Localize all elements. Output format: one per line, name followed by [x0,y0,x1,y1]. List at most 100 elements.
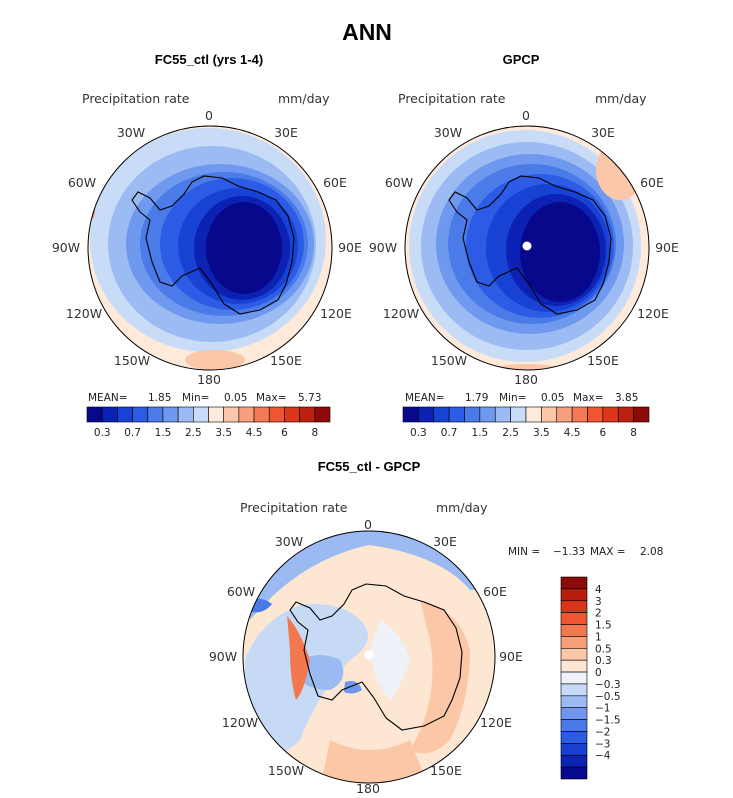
colorbar-swatch [101,406,118,423]
lon-label-180: 180 [356,781,380,796]
colorbar-tick-label: −3 [595,738,610,750]
colorbar-swatch [494,406,511,423]
colorbar-swatch [162,406,179,423]
max-value: 2.08 [640,546,663,558]
colorbar-tick-label: 0.5 [595,643,612,655]
colorbar-swatch [177,406,194,423]
lon-label-90w: 90W [52,240,80,255]
colorbar-swatch [268,406,285,423]
max-label: Max= [256,392,287,404]
colorbar-swatch [541,406,558,423]
min-label: Min= [182,392,209,404]
units-label: mm/day [595,91,647,106]
map-stats: MEAN= 1.79 Min= 0.05 Max= 3.85 [405,392,638,404]
colorbar-swatch [560,588,588,602]
panel-title: FC55_ctl (yrs 1-4) [155,52,263,67]
variable-label: Precipitation rate [82,91,190,106]
colorbar-tick-label: 8 [630,427,637,439]
polar-map [242,530,496,784]
map-frame [242,530,496,784]
lon-label-120w: 120W [66,306,102,321]
colorbar-tick-label: −0.5 [595,691,621,703]
diff-stats: MIN = −1.33 MAX = 2.08 [508,546,663,558]
colorbar-swatch [525,406,542,423]
antarctica-coastline [289,583,463,731]
colorbar-swatch [560,707,588,720]
antarctica-coastline [131,175,295,315]
lon-label-180: 180 [514,372,538,387]
colorbar-tick-label: 0.3 [94,427,111,439]
longitude-labels: 0 30E 60E 90E 120E 150E 180 150W 120W 90… [369,108,679,387]
colorbar-swatch [560,731,588,744]
lon-label-120w: 120W [383,306,419,321]
colorbar-swatch [284,406,300,423]
lon-label-90e: 90E [338,240,362,255]
mean-value: 1.85 [148,392,171,404]
variable-label: Precipitation rate [240,500,348,515]
max-label: Max= [573,392,604,404]
colorbar-swatch [560,600,588,613]
colorbar-tick-label: −0.3 [595,679,621,691]
colorbar-swatch [314,406,331,423]
min-value: 0.05 [541,392,564,404]
pole-marker [522,241,532,251]
lon-label-60w: 60W [385,175,413,190]
colorbar-swatch [571,406,588,423]
panel-obs: GPCP Precipitation rate mm/day [369,52,679,439]
map-frame [87,125,333,371]
colorbar-tick-label: 2.5 [502,427,519,439]
figure-title: ANN [342,19,392,45]
lon-label-30w: 30W [117,125,145,140]
colorbar-tick-label: 2.5 [185,427,202,439]
lon-label-60w: 60W [227,584,255,599]
panel-model: FC55_ctl (yrs 1-4) Precipitation rate mm… [52,52,362,439]
longitude-labels: 0 30E 60E 90E 120E 150E 180 150W 120W 90… [209,517,523,796]
map-stats: MEAN= 1.85 Min= 0.05 Max= 5.73 [88,392,321,404]
lon-label-150w: 150W [268,763,304,778]
colorbar-tick-label: −2 [595,726,610,738]
lon-label-150e: 150E [587,353,619,368]
colorbar-tick-label: 1.5 [472,427,489,439]
colorbar-tick-label: 4.5 [246,427,263,439]
colorbar-swatch [117,406,133,423]
colorbar-swatch [448,406,465,423]
colorbar-swatch [132,406,149,423]
min-label: Min= [499,392,526,404]
colorbar-swatch [560,576,588,590]
polar-map [404,125,650,371]
colorbar-tick-label: 4 [595,584,602,596]
colorbar-swatch [418,406,435,423]
colorbar-swatch [253,406,270,423]
lon-label-30e: 30E [274,125,298,140]
lon-label-90w: 90W [209,649,237,664]
colorbar-tick-label: −1.5 [595,715,621,727]
min-label: MIN = [508,546,540,558]
colorbar-swatch [560,636,588,649]
colorbar-swatch [86,406,103,423]
colorbar-tick-label: 4.5 [564,427,581,439]
variable-label: Precipitation rate [398,91,506,106]
lon-label-180: 180 [197,372,221,387]
colorbar-swatch [556,406,573,423]
lon-label-150e: 150E [430,763,462,778]
lon-label-120e: 120E [637,306,669,321]
colorbar-tick-label: 1 [595,631,602,643]
colorbar-swatch [560,612,588,625]
lon-label-150w: 150W [431,353,467,368]
lon-label-60e: 60E [323,175,347,190]
longitude-labels: 0 30E 60E 90E 120E 150E 180 150W 120W 90… [52,108,362,387]
max-label: MAX = [590,546,626,558]
units-label: mm/day [278,91,330,106]
colorbar-swatch [560,659,588,673]
colorbar-tick-label: 1.5 [155,427,172,439]
lon-label-60e: 60E [640,175,664,190]
colorbar-tick-label: −1 [595,703,610,715]
lon-label-60w: 60W [68,175,96,190]
colorbar-tick-label: −4 [595,750,611,762]
colorbar-tick-label: 3 [595,596,602,608]
colorbar-abs-obs: 0.3 0.7 1.5 2.5 3.5 4.5 6 8 [402,406,650,439]
colorbar-swatch [602,406,619,423]
antarctica-coastline [448,175,612,315]
